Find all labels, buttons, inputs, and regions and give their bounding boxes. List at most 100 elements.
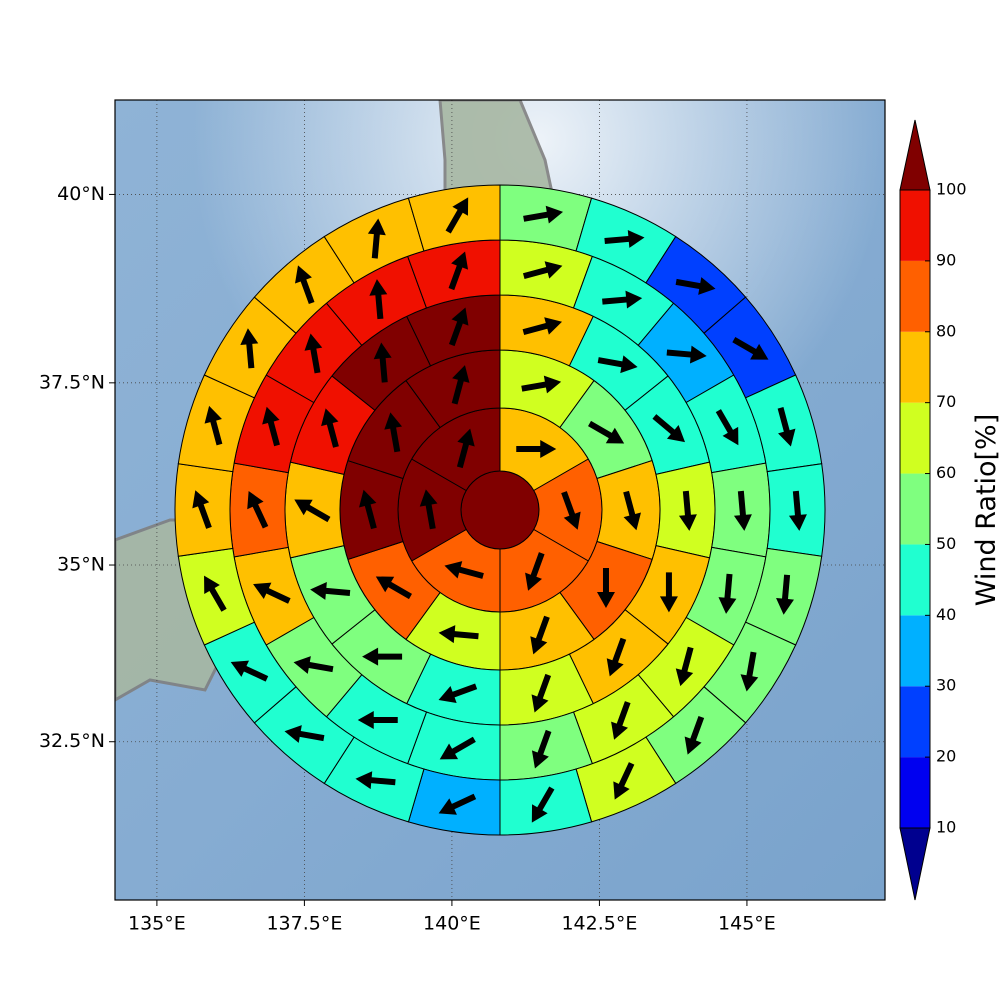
ticks: 135°E 137.5°E 140°E 142.5°E 145°E 32.5°N 35°N 3… xyxy=(39,183,776,935)
colorbar-tick-label: 100 xyxy=(936,180,967,199)
x-tick-label: 137.5°E xyxy=(266,913,342,935)
wind-arrow xyxy=(718,573,737,614)
wind-arrow xyxy=(521,375,562,394)
colorbar-bin xyxy=(900,190,930,261)
wind-arrow xyxy=(597,355,638,374)
colorbar-bin xyxy=(900,331,930,403)
wind-arrow xyxy=(666,345,707,364)
wind-arrow xyxy=(357,711,398,730)
wind-arrow xyxy=(375,576,412,600)
wind-arrow xyxy=(419,489,438,530)
x-tick-label: 135°E xyxy=(128,913,186,935)
wind-arrow xyxy=(522,317,563,336)
sectors xyxy=(174,184,826,836)
wind-arrow xyxy=(230,660,269,682)
colorbar-tick-label: 80 xyxy=(936,321,956,340)
x-tick-label: 142.5°E xyxy=(561,913,637,935)
wind-arrow xyxy=(438,793,477,815)
wind-arrow xyxy=(369,279,388,320)
colorbar-tick-label: 90 xyxy=(936,250,956,269)
wind-arrow xyxy=(740,651,759,692)
colorbar-tick-label: 30 xyxy=(936,676,956,695)
map-frame xyxy=(114,99,886,901)
wind-arrow xyxy=(204,405,223,446)
wind-arrow xyxy=(588,420,625,444)
y-tick-label: 37.5°N xyxy=(39,371,105,393)
wind-arrow xyxy=(445,197,469,234)
wind-arrow xyxy=(295,265,315,305)
colorbar-label: Wind Ratio[%] xyxy=(971,414,1000,606)
y-tick-label: 35°N xyxy=(57,554,105,576)
wind-arrow xyxy=(623,490,641,531)
wind-arrow xyxy=(456,428,475,469)
colorbar-tick-label: 60 xyxy=(936,463,956,482)
wind-arrow xyxy=(715,409,739,446)
wind-arrow xyxy=(321,408,339,448)
x-tick-label: 145°E xyxy=(718,913,776,935)
wind-arrow xyxy=(293,656,334,674)
wind-arrow xyxy=(659,572,678,613)
wind-arrow xyxy=(596,567,615,608)
wind-arrow xyxy=(732,337,769,360)
x-tick-label: 140°E xyxy=(423,913,481,935)
wind-arrow xyxy=(294,499,331,523)
colorbar-tick-label: 40 xyxy=(936,605,956,624)
colorbar-tick-label: 10 xyxy=(936,818,956,837)
y-tick-label: 32.5°N xyxy=(39,730,105,752)
colorbar-tick-label: 50 xyxy=(936,534,956,553)
wind-arrow xyxy=(531,673,552,713)
wind-arrow xyxy=(523,205,564,224)
wind-arrow xyxy=(438,683,478,703)
wind-arrow xyxy=(247,490,269,529)
colorbar-bin xyxy=(900,402,930,474)
wind-arrow xyxy=(253,582,291,604)
wind-arrow xyxy=(448,251,469,291)
colorbar-frame xyxy=(899,189,931,829)
colorbar-bin xyxy=(900,544,930,616)
wind-arrow xyxy=(284,725,325,743)
wind-arrow xyxy=(304,333,323,374)
wind-arrow xyxy=(733,490,752,531)
colorbar-bin xyxy=(900,686,930,758)
wind-arrow xyxy=(525,552,545,591)
wind-arrow xyxy=(652,414,686,443)
wind-arrow xyxy=(777,407,796,447)
wind-arrow xyxy=(606,637,627,677)
wind-arrow xyxy=(310,581,351,600)
wind-arrow xyxy=(367,218,386,259)
arrows xyxy=(192,197,807,823)
colorbar-tick-label: 20 xyxy=(936,747,956,766)
wind-arrow xyxy=(531,786,555,823)
wind-arrow xyxy=(240,328,259,369)
wind-arrow xyxy=(602,290,643,309)
colorbar-extend-high xyxy=(899,119,931,191)
wind-arrow xyxy=(675,277,716,295)
wind-arrow xyxy=(531,729,552,769)
wind-arrow xyxy=(362,647,403,666)
y-tick-label: 40°N xyxy=(57,183,105,205)
wind-arrow xyxy=(439,736,476,760)
colorbar-tick-label: 70 xyxy=(936,392,956,411)
wind-arrow xyxy=(611,701,631,740)
colorbar-bin xyxy=(900,473,930,545)
wind-arrow xyxy=(384,412,403,453)
wind-arrow xyxy=(516,439,557,458)
colorbar-extend-low xyxy=(899,827,931,901)
wind-arrow xyxy=(204,575,227,612)
wind-arrow xyxy=(684,715,705,755)
wind-arrow xyxy=(451,365,470,405)
colorbar-bin xyxy=(900,260,930,332)
wind-arrow xyxy=(788,490,807,531)
wind-arrow xyxy=(613,762,635,800)
wind-arrow xyxy=(604,229,645,248)
wind-arrow xyxy=(438,625,479,644)
wind-arrow xyxy=(355,771,396,790)
wind-arrow xyxy=(675,646,694,687)
wind-arrow xyxy=(444,561,484,579)
wind-arrow xyxy=(776,574,794,615)
wind-arrow xyxy=(262,406,280,447)
wind-arrow xyxy=(192,490,212,529)
wind-arrow xyxy=(522,261,563,279)
colorbar-bin xyxy=(900,615,930,687)
